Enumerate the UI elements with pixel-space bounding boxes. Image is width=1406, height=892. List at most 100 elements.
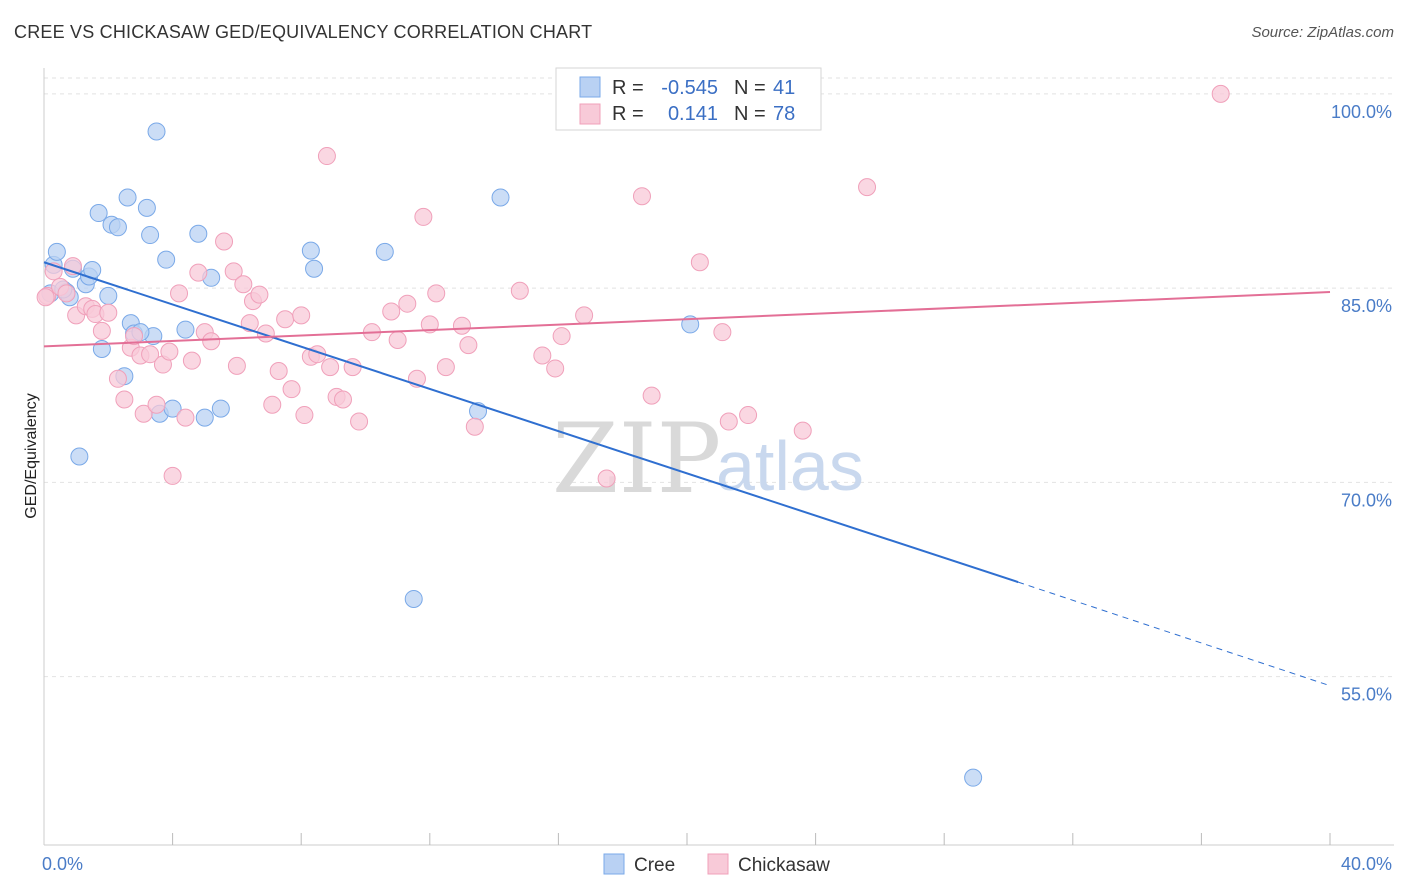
point-chickasaw (546, 359, 565, 378)
series-legend-swatch-cree (603, 853, 625, 875)
point-cree (301, 241, 320, 260)
point-cree (141, 226, 160, 245)
point-cree (99, 286, 118, 305)
x-ticks (172, 833, 1331, 845)
series-legend-label-chickasaw: Chickasaw (738, 855, 830, 876)
point-chickasaw (292, 306, 311, 325)
point-chickasaw (189, 263, 208, 282)
point-chickasaw (452, 316, 471, 335)
point-chickasaw (597, 469, 616, 488)
point-cree (108, 218, 127, 237)
chart-title: CREE VS CHICKASAW GED/EQUIVALENCY CORREL… (14, 22, 593, 42)
point-chickasaw (269, 362, 288, 381)
point-chickasaw (57, 284, 76, 303)
point-chickasaw (160, 342, 179, 361)
point-chickasaw (317, 147, 336, 166)
point-chickasaw (125, 327, 144, 346)
point-chickasaw (224, 262, 243, 281)
point-chickasaw (459, 336, 478, 355)
point-chickasaw (427, 284, 446, 303)
point-chickasaw (382, 302, 401, 321)
point-chickasaw (295, 406, 314, 425)
point-chickasaw (719, 412, 738, 431)
point-cree (70, 447, 89, 466)
point-chickasaw (92, 321, 111, 340)
point-cree (195, 408, 214, 427)
legend-r-label-cree: R = (612, 77, 644, 99)
point-chickasaw (182, 351, 201, 370)
point-cree (305, 259, 324, 278)
y-tick-labels: 100.0% 85.0% 70.0% 55.0% (1331, 102, 1392, 705)
point-cree (137, 198, 156, 217)
point-chickasaw (36, 288, 55, 307)
x-tick-label-min: 0.0% (42, 854, 83, 874)
trend-lines (43, 261, 1331, 687)
point-chickasaw (163, 466, 182, 485)
series-legend-label-cree: Cree (634, 855, 675, 876)
point-cree (147, 122, 166, 141)
y-tick-label: 85.0% (1341, 296, 1392, 316)
trend-line-extension-cree (1017, 581, 1331, 687)
legend-n-label-cree: N = (734, 77, 766, 99)
point-chickasaw (414, 207, 433, 226)
axes (43, 68, 1394, 846)
data-points (36, 84, 1230, 787)
legend-r-value-chickasaw: 0.141 (668, 103, 718, 125)
point-chickasaw (202, 332, 221, 351)
y-tick-label: 100.0% (1331, 102, 1392, 122)
legend-swatch-cree (579, 76, 601, 98)
point-chickasaw (552, 327, 571, 346)
legend-n-label-chickasaw: N = (734, 103, 766, 125)
point-chickasaw (465, 417, 484, 436)
point-chickasaw (115, 390, 134, 409)
point-chickasaw (690, 253, 709, 272)
point-chickasaw (147, 395, 166, 414)
point-chickasaw (398, 294, 417, 313)
point-cree (47, 242, 66, 261)
point-cree (375, 242, 394, 261)
x-tick-label-max: 40.0% (1341, 854, 1392, 874)
chart-source: Source: ZipAtlas.com (1251, 24, 1394, 41)
legend-n-value-chickasaw: 78 (773, 103, 795, 125)
legend-r-label-chickasaw: R = (612, 103, 644, 125)
gridlines (44, 77, 1394, 678)
series-legend-swatch-chickasaw (707, 853, 729, 875)
point-chickasaw (321, 358, 340, 377)
series-legend: Cree Chickasaw (603, 853, 830, 876)
point-cree (211, 399, 230, 418)
point-chickasaw (170, 284, 189, 303)
point-cree (157, 250, 176, 269)
point-chickasaw (388, 330, 407, 349)
point-chickasaw (436, 358, 455, 377)
point-chickasaw (234, 275, 253, 294)
watermark-zip: ZIP (552, 403, 721, 515)
point-chickasaw (215, 232, 234, 251)
point-chickasaw (510, 281, 529, 300)
trend-line-chickasaw (43, 291, 1331, 348)
point-chickasaw (632, 187, 651, 206)
point-chickasaw (176, 408, 195, 427)
stats-legend: R = -0.545 N = 41 R = 0.141 N = 78 (555, 67, 822, 131)
point-chickasaw (420, 315, 439, 334)
y-tick-label: 55.0% (1341, 685, 1392, 705)
point-cree (118, 188, 137, 207)
point-chickasaw (99, 303, 118, 322)
point-chickasaw (1211, 84, 1230, 103)
point-cree (176, 320, 195, 339)
legend-swatch-chickasaw (579, 103, 601, 125)
trend-line-cree (43, 261, 1019, 584)
point-chickasaw (739, 406, 758, 425)
point-chickasaw (276, 310, 295, 329)
point-cree (89, 204, 108, 223)
point-chickasaw (108, 369, 127, 388)
watermark: ZIP atlas (552, 403, 864, 515)
point-chickasaw (333, 390, 352, 409)
y-axis-label: GED/Equivalency (23, 393, 40, 518)
point-chickasaw (713, 323, 732, 342)
point-chickasaw (642, 386, 661, 405)
point-chickasaw (227, 356, 246, 375)
point-chickasaw (575, 306, 594, 325)
point-chickasaw (533, 346, 552, 365)
y-tick-label: 70.0% (1341, 490, 1392, 510)
